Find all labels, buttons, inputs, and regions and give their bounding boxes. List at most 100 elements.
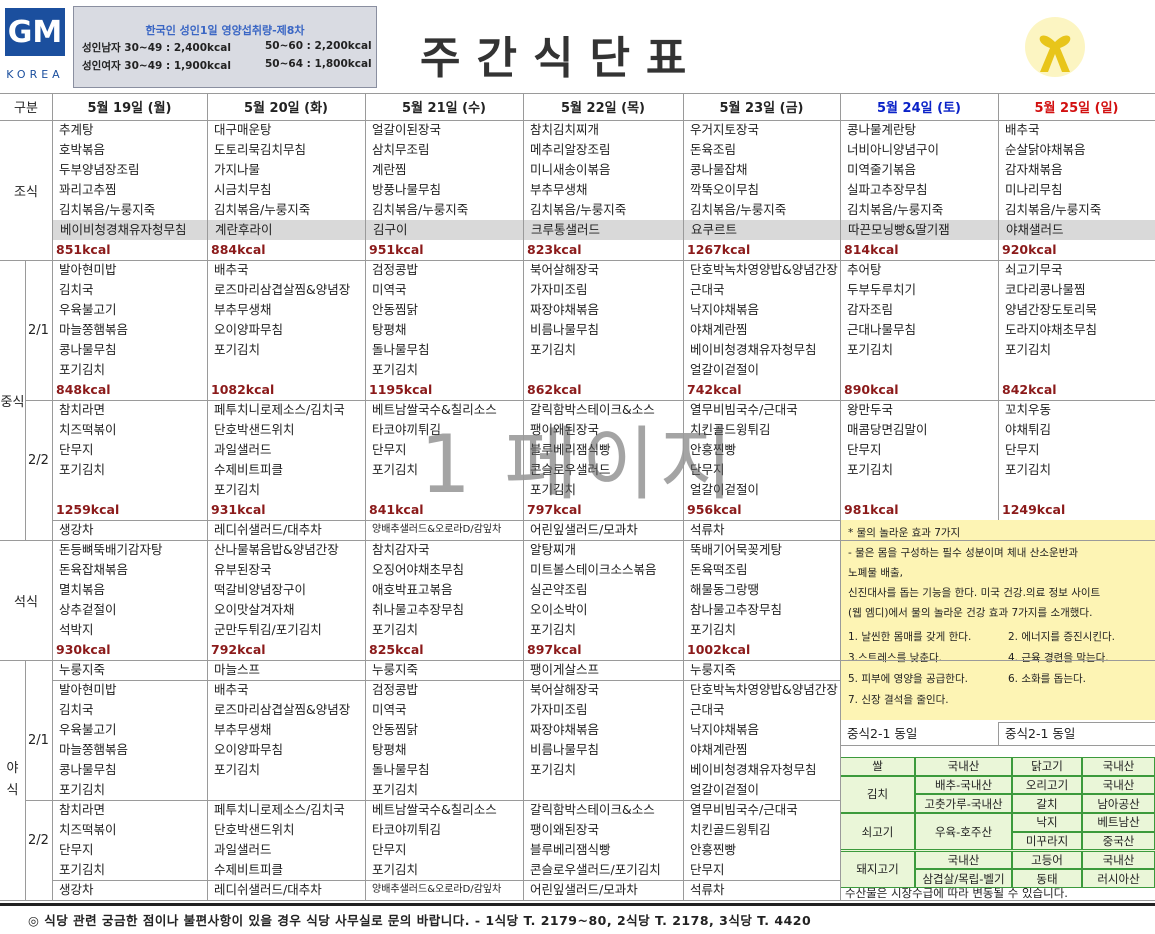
kcal: 797kcal bbox=[527, 502, 582, 517]
menu-item: 돈육조림 bbox=[690, 142, 737, 157]
menu-item: 단무지 bbox=[59, 442, 94, 457]
day-header: 5월 22일 (목) bbox=[561, 101, 645, 116]
kcal: 1002kcal bbox=[687, 642, 751, 657]
kcal: 1082kcal bbox=[211, 382, 275, 397]
menu-item: 김치볶음/누룽지죽 bbox=[59, 202, 156, 217]
menu-item: 가지나물 bbox=[214, 162, 261, 177]
menu-item: 시금치무침 bbox=[214, 182, 272, 197]
menu-item: 페투치니로제소스/김치국 bbox=[214, 402, 345, 417]
menu-item: 감자조림 bbox=[847, 302, 894, 317]
menu-item: 안동찜닭 bbox=[372, 722, 419, 737]
origin-value: 남아공산 bbox=[1082, 794, 1155, 814]
menu-item: 미나리무침 bbox=[1005, 182, 1063, 197]
origin-value: 국내산 bbox=[915, 850, 1012, 870]
menu-item: 포기김치 bbox=[1005, 462, 1052, 477]
menu-item: 단무지 bbox=[59, 842, 94, 857]
menu-item: 콩나물무침 bbox=[59, 342, 117, 357]
kcal: 792kcal bbox=[211, 642, 266, 657]
menu-special: 김구이 bbox=[366, 220, 523, 240]
origin-label: 쌀 bbox=[840, 757, 915, 776]
menu-item: 로즈마리삼겹살찜&양념장 bbox=[214, 702, 351, 717]
menu-item: 로즈마리삼겹살찜&양념장 bbox=[214, 282, 351, 297]
menu-item: 메추리알장조림 bbox=[530, 142, 611, 157]
menu-item: 김치볶음/누룽지죽 bbox=[530, 202, 627, 217]
course-label: 2/1 bbox=[28, 322, 49, 338]
menu-item: 단무지 bbox=[847, 442, 882, 457]
menu-item: 포기김치 bbox=[372, 862, 419, 877]
menu-item: 치즈떡볶이 bbox=[59, 822, 117, 837]
origin-label: 김치 bbox=[840, 775, 915, 814]
kcal: 825kcal bbox=[369, 642, 424, 657]
menu-item: 감자채볶음 bbox=[1005, 162, 1063, 177]
origin-value: 국내산 bbox=[1082, 775, 1155, 795]
rule bbox=[998, 745, 1155, 746]
menu-item: 부추무생채 bbox=[530, 182, 588, 197]
rule bbox=[0, 120, 1155, 121]
menu-item: 가자미조림 bbox=[530, 282, 588, 297]
kcal: 951kcal bbox=[369, 242, 424, 257]
menu-item: 콘슬로우샐러드 bbox=[530, 462, 611, 477]
menu-item: 안흥찐빵 bbox=[690, 842, 737, 857]
menu-item: 중식2-1 동일 bbox=[847, 726, 918, 741]
origin-value: 고춧가루-국내산 bbox=[915, 794, 1012, 814]
origin-value: 배추-국내산 bbox=[915, 775, 1012, 795]
menu-item: 참치김치찌개 bbox=[530, 122, 600, 137]
menu-item: 대구매운탕 bbox=[214, 122, 272, 137]
water-effect: 3.스트레스를 낮춘다. bbox=[848, 652, 942, 664]
menu-item: 김치볶음/누룽지죽 bbox=[690, 202, 787, 217]
menu-item: 미역국 bbox=[372, 282, 407, 297]
menu-item: 야채튀김 bbox=[1005, 422, 1052, 437]
menu-item: 김치국 bbox=[59, 702, 94, 717]
origin-box bbox=[840, 757, 1155, 888]
menu-item: 포기김치 bbox=[847, 462, 894, 477]
rule bbox=[52, 880, 840, 881]
menu-item: 단호박녹차영양밥&양념간장 bbox=[690, 262, 838, 277]
kcal: 920kcal bbox=[1002, 242, 1057, 257]
menu-item: 비름나물무침 bbox=[530, 742, 600, 757]
menu-item: 마늘쫑햄볶음 bbox=[59, 742, 129, 757]
water-effect: 2. 에너지를 증진시킨다. bbox=[1008, 631, 1115, 643]
menu-item: 포기김치 bbox=[214, 342, 261, 357]
logo-sub: KOREA bbox=[6, 68, 64, 81]
menu-special: 크루통샐러드 bbox=[524, 220, 683, 240]
kcal: 1195kcal bbox=[369, 382, 433, 397]
menu-item: 미역줄기볶음 bbox=[847, 162, 917, 177]
menu-item: 포기김치 bbox=[530, 622, 577, 637]
footer-text: ◎ 식당 관련 궁금한 점이나 불편사항이 있을 경우 식당 사무실로 문의 바… bbox=[28, 913, 812, 928]
menu-item: 배추국 bbox=[214, 682, 249, 697]
kcal: 1249kcal bbox=[1002, 502, 1066, 517]
menu-item: 발아현미밥 bbox=[59, 262, 117, 277]
menu-item: 생강차 bbox=[59, 522, 94, 537]
menu-item: 배추국 bbox=[1005, 122, 1040, 137]
water-note-title: * 물의 놀라운 효과 7가지 bbox=[848, 527, 961, 539]
course-label: 2/1 bbox=[28, 732, 49, 748]
menu-item: 김치볶음/누룽지죽 bbox=[847, 202, 944, 217]
menu-item: 치킨골드윙튀김 bbox=[690, 822, 771, 837]
menu-item: 도라지야채초무침 bbox=[1005, 322, 1098, 337]
menu-item: 누룽지죽 bbox=[59, 662, 106, 677]
origin-value: 국내산 bbox=[1082, 850, 1155, 870]
menu-item: 검정콩밥 bbox=[372, 682, 419, 697]
menu-item: 콘슬로우샐러드/포기김치 bbox=[530, 862, 661, 877]
menu-item: 포기김치 bbox=[1005, 342, 1052, 357]
menu-item: 야채계란찜 bbox=[690, 742, 748, 757]
menu-item: 포기김치 bbox=[530, 762, 577, 777]
menu-item: 쇠고기무국 bbox=[1005, 262, 1063, 277]
menu-item: 꼬치우동 bbox=[1005, 402, 1052, 417]
menu-item: 얼갈이된장국 bbox=[372, 122, 442, 137]
rule bbox=[25, 260, 26, 540]
nutrition-title: 한국인 성인1일 영양섭취량-제8차 bbox=[145, 24, 305, 37]
origin-label: 낙지 bbox=[1012, 813, 1082, 832]
menu-item: 블루베리잼식빵 bbox=[530, 442, 611, 457]
rule bbox=[998, 93, 999, 520]
menu-item: 오이맛살겨자채 bbox=[214, 602, 295, 617]
day-header: 5월 19일 (월) bbox=[87, 101, 172, 116]
rule bbox=[998, 722, 999, 745]
menu-item: 팽이왜된장국 bbox=[530, 422, 600, 437]
kcal: 930kcal bbox=[56, 642, 111, 657]
water-effect: 1. 날씬한 몸매를 갖게 한다. bbox=[848, 631, 972, 643]
corner-label: 구분 bbox=[14, 101, 38, 116]
menu-item: 부추무생채 bbox=[214, 722, 272, 737]
origin-label: 갈치 bbox=[1012, 794, 1082, 814]
rule bbox=[840, 745, 998, 746]
